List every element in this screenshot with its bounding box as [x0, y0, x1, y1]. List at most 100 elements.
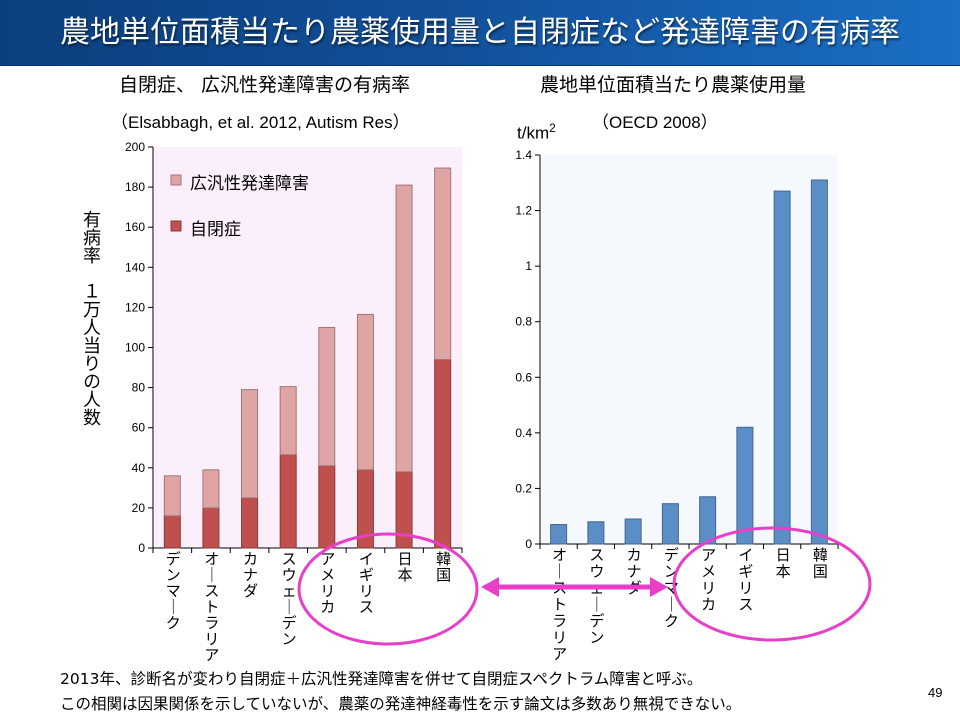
bar-primary — [587, 521, 605, 545]
right-chart-title: 農地単位面積当たり農薬使用量 — [540, 74, 807, 96]
y-tick-label: 120 — [125, 300, 145, 314]
x-category-label-char: ラ — [204, 614, 219, 632]
x-category-label-char: 日 — [776, 546, 791, 564]
y-tick-label: 40 — [132, 461, 146, 475]
y-tick-label: 0 — [525, 537, 532, 551]
left-chart-y-axis-label: 有病率 １万人当りの人数 — [80, 210, 101, 426]
x-category-label-char: オ — [552, 546, 567, 564]
x-category-label-char: ナ — [627, 563, 642, 581]
y-tick-label: 180 — [125, 180, 145, 194]
x-category-label: オ｜ストラリア — [552, 546, 567, 663]
y-tick-label: 0.4 — [515, 426, 532, 440]
y-unit-text: t/km — [517, 123, 550, 143]
x-category-label-char: ス — [738, 596, 753, 614]
left-chart: 020406080100120140160180200デンマ｜クオ｜ストラリアカ… — [125, 140, 463, 664]
bar-primary — [434, 359, 452, 549]
x-category-label-char: メ — [701, 563, 716, 581]
bar-primary — [699, 496, 717, 545]
bar-primary — [624, 518, 642, 545]
bar-primary — [810, 179, 828, 545]
x-category-label-char: ｜ — [204, 566, 219, 584]
y-tick-label: 20 — [132, 501, 146, 515]
x-category-label-char: カ — [243, 550, 258, 568]
x-category-label-char: デ — [166, 550, 181, 568]
bar-primary — [773, 190, 791, 545]
x-category-label-char: ギ — [359, 566, 374, 584]
x-category-label: イギリス — [359, 550, 374, 616]
x-category-label-char: 国 — [813, 563, 828, 581]
x-category-label-char: ｜ — [282, 598, 297, 616]
x-category-label-char: ク — [664, 612, 679, 630]
page-number: 49 — [928, 685, 943, 700]
bar-primary — [661, 503, 679, 545]
x-category-label-char: ア — [701, 546, 716, 564]
x-category-label-char: ギ — [738, 563, 753, 581]
plot-area — [541, 155, 838, 544]
x-category-label: デンマ｜ク — [166, 550, 181, 632]
x-category-label: イギリス — [738, 546, 753, 614]
x-category-label-char: 韓 — [436, 550, 451, 568]
y-tick-label: 0.2 — [515, 481, 532, 495]
x-category-label: スウェ｜デン — [589, 546, 604, 647]
x-category-label-char: ク — [166, 614, 181, 632]
x-category-label-char: ェ — [282, 582, 297, 600]
footnote-line-1: 2013年、診断名が変わり自閉症＋広汎性発達障害を併せて自閉症スペクトラム障害と… — [60, 670, 703, 688]
x-category-label-char: 本 — [776, 563, 791, 581]
x-category-label-char: リ — [701, 579, 716, 597]
y-tick-label: 80 — [132, 381, 146, 395]
x-category-label-char: リ — [738, 579, 753, 597]
x-category-label-char: メ — [320, 566, 335, 584]
y-tick-label: 0.8 — [515, 315, 532, 329]
highlight-annotations — [297, 526, 872, 646]
y-tick-label: 160 — [125, 220, 145, 234]
x-category-label-char: リ — [320, 582, 335, 600]
x-category-label: 日本 — [776, 546, 791, 581]
legend-label: 広汎性発達障害 — [190, 174, 309, 194]
x-category-label-char: ウ — [589, 563, 604, 581]
x-category-label: 日本 — [398, 550, 413, 584]
bar-primary — [279, 454, 297, 549]
x-category-label-char: ｜ — [166, 598, 181, 616]
x-category-label-char: ナ — [243, 566, 258, 584]
bar-primary — [550, 524, 568, 545]
title-bar — [0, 0, 960, 66]
x-category-label-char: マ — [166, 582, 181, 600]
right-chart-y-unit: t/km2 — [517, 121, 556, 144]
x-category-label-char: ト — [204, 598, 219, 616]
right-chart: 00.20.40.60.811.21.4オ｜ストラリアスウェ｜デンカナダデンマ｜… — [515, 148, 839, 663]
footnote-line-2: この相関は因果関係を示していないが、農薬の発達神経毒性を示す論文は多数あり無視で… — [60, 695, 742, 713]
y-tick-label: 200 — [125, 140, 145, 154]
double-arrow-head-right — [650, 577, 668, 597]
x-category-label-char: カ — [701, 596, 716, 614]
x-category-label-char: リ — [552, 629, 567, 647]
plot-area — [154, 147, 462, 548]
legend-label: 自閉症 — [190, 220, 241, 240]
x-category-label-char: イ — [359, 550, 374, 568]
x-category-label: 韓国 — [813, 546, 828, 581]
x-category-label-char: デ — [589, 612, 604, 630]
x-category-label-char: 国 — [436, 566, 451, 584]
x-category-label-char: リ — [359, 582, 374, 600]
x-category-label: カナダ — [243, 550, 258, 600]
y-tick-label: 1 — [525, 259, 532, 273]
x-category-label-char: ア — [204, 646, 219, 664]
x-category-label-char: カ — [627, 546, 642, 564]
legend-swatch — [170, 220, 182, 232]
x-category-label-char: ン — [589, 629, 604, 647]
x-category-label-char: ト — [552, 596, 567, 614]
x-category-label-char: ア — [320, 550, 335, 568]
x-category-label: アメリカ — [320, 550, 335, 616]
bar-primary — [736, 426, 754, 545]
x-category-label-char: イ — [738, 546, 753, 564]
legend-swatch — [170, 174, 182, 186]
x-category-label-char: ｜ — [552, 563, 567, 581]
x-category-label-char: デ — [282, 614, 297, 632]
x-category-label-char: 韓 — [813, 546, 828, 564]
right-chart-citation: （OECD 2008） — [592, 113, 718, 132]
bar-primary — [163, 515, 181, 549]
bar-secondary — [318, 326, 336, 467]
x-category-label-char: オ — [204, 550, 219, 568]
double-arrow-head-left — [481, 577, 499, 597]
x-category-label-char: ス — [359, 598, 374, 616]
x-category-label-char: ｜ — [664, 596, 679, 614]
